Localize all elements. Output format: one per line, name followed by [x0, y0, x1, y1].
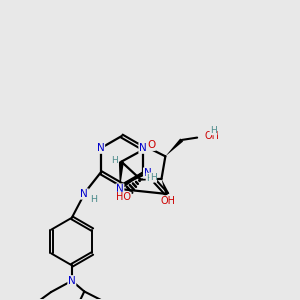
- Text: N: N: [116, 184, 124, 194]
- Polygon shape: [119, 161, 124, 189]
- Text: OH: OH: [160, 196, 175, 206]
- Text: HO: HO: [116, 192, 131, 202]
- Text: H: H: [112, 156, 118, 165]
- Text: N: N: [97, 143, 104, 153]
- Text: OH: OH: [205, 131, 220, 141]
- Text: N: N: [144, 168, 152, 178]
- Text: H: H: [90, 195, 97, 204]
- Polygon shape: [161, 179, 169, 195]
- Text: N: N: [139, 143, 147, 153]
- Text: N: N: [68, 276, 76, 286]
- Polygon shape: [165, 139, 183, 156]
- Text: O: O: [147, 140, 155, 150]
- Text: N: N: [80, 189, 88, 199]
- Text: H: H: [150, 173, 157, 182]
- Text: H: H: [146, 173, 153, 182]
- Text: H: H: [210, 126, 217, 135]
